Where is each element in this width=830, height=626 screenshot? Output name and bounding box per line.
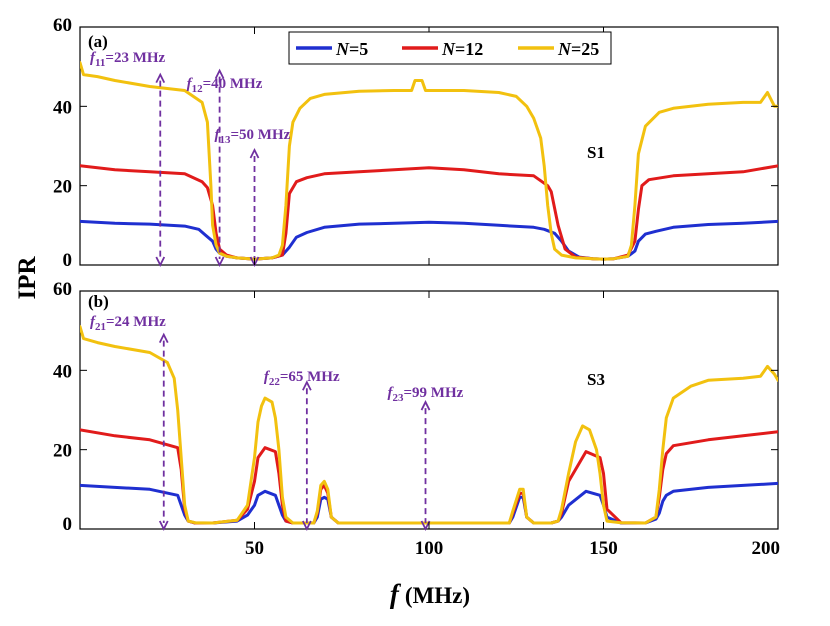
panel-a-marks [80, 61, 778, 261]
annotation-label: f22=65 MHz [264, 369, 340, 388]
xtick-label-200: 200 [752, 538, 781, 559]
annotation-arrowhead-down [155, 256, 166, 268]
annotation-arrowhead-up [249, 147, 260, 159]
annotation-label: f21=24 MHz [90, 314, 166, 333]
series-line-n25-panel-a [80, 61, 778, 261]
ytick-label-60: 60 [53, 15, 72, 36]
legend-label-n25: N=25 [557, 39, 599, 59]
series-line-n25-panel-b [80, 325, 778, 525]
legend-label-n25-value: =25 [571, 39, 599, 59]
panel-b-yticks: 0 20 40 60 [53, 279, 778, 535]
annotation-arrowhead-down [302, 520, 312, 532]
panel-a: f11=23 MHz f12=40 MHz f13=50 MHz 0 20 40 60 (… [53, 15, 779, 271]
ytick-label-20: 20 [53, 441, 72, 462]
xtick-label-150: 150 [589, 538, 618, 559]
ytick-label-0: 0 [63, 250, 73, 271]
series-line-n5-panel-a [80, 219, 778, 261]
ytick-label-60: 60 [53, 279, 72, 300]
series-line-n12-panel-a [80, 164, 778, 261]
panel-a-label: (a) [88, 32, 108, 51]
panel-a-annotations: f11=23 MHz f12=40 MHz f13=50 MHz [90, 50, 291, 268]
xtick-label-50: 50 [245, 538, 264, 559]
legend-box [288, 31, 612, 65]
y-axis-label: IPR [14, 256, 41, 300]
legend: N=5 N=12 N=25 [288, 31, 612, 65]
panel-b-structure-label: S3 [587, 370, 605, 389]
panel-b-label: (b) [88, 292, 109, 311]
annotation-arrowhead-down [158, 520, 169, 532]
annotation-arrowhead-up [155, 72, 166, 84]
annotation-arrowhead-up [302, 380, 312, 391]
annotation-label: f11=23 MHz [90, 50, 166, 69]
panel-b-xticks: 50 100 150 200 [245, 291, 780, 559]
legend-label-n5-value: =5 [349, 39, 368, 59]
ytick-label-40: 40 [53, 97, 72, 118]
x-axis-label: f (MHz) [390, 579, 470, 609]
annotation-arrowhead-up [214, 68, 225, 80]
annotation-label: f23=99 MHz [388, 385, 464, 404]
panel-a-structure-label: S1 [587, 143, 605, 162]
annotation-arrowhead-up [420, 400, 431, 411]
annotation-arrowhead-down [214, 256, 225, 268]
panel-b: f21=24 MHz f22=65 MHz f23=99 MHz 0 20 40 60 5… [53, 279, 780, 559]
panel-a-yticks: 0 20 40 60 [53, 15, 779, 271]
legend-label-n12: N=12 [441, 39, 483, 59]
x-axis-label-unit: (MHz) [405, 583, 470, 608]
annotation-arrowhead-down [420, 520, 431, 532]
annotation-label: f12=40 MHz [187, 76, 263, 95]
annotation-arrowhead-up [158, 332, 169, 344]
ytick-label-20: 20 [53, 177, 72, 198]
ytick-label-0: 0 [63, 514, 73, 535]
panel-b-annotations: f21=24 MHz f22=65 MHz f23=99 MHz [90, 314, 464, 532]
ytick-label-40: 40 [53, 361, 72, 382]
legend-label-n12-value: =12 [455, 39, 483, 59]
legend-label-n5: N=5 [335, 39, 368, 59]
xtick-label-100: 100 [415, 538, 444, 559]
annotation-label: f13=50 MHz [215, 127, 291, 146]
panel-b-marks [80, 325, 778, 525]
